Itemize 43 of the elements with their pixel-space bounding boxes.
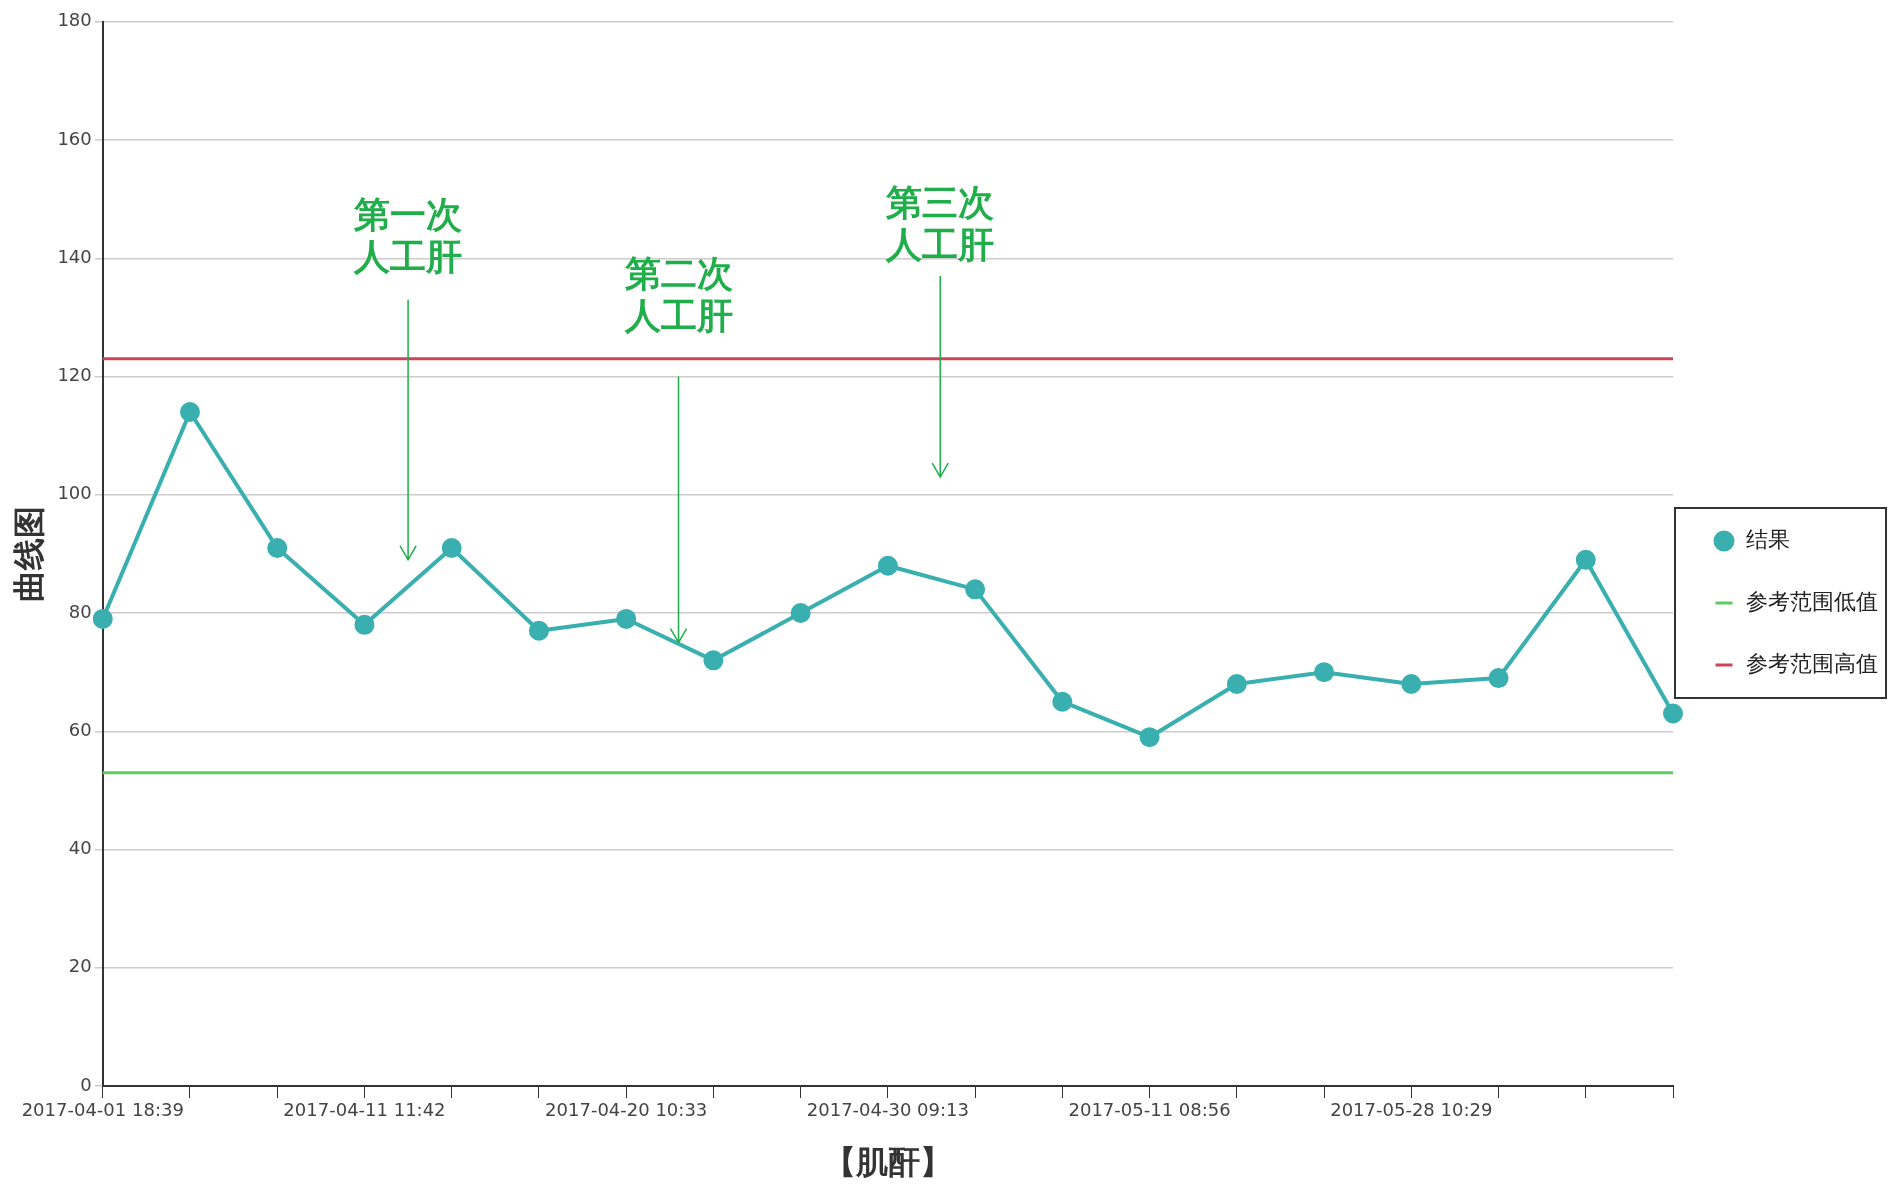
annotation: 第三次人工肝	[885, 181, 995, 265]
point	[1314, 662, 1335, 683]
point	[877, 555, 898, 576]
y-axis-title: 曲线图	[9, 505, 48, 602]
point	[441, 537, 462, 558]
legend-label: 参考范围低值	[1746, 588, 1878, 614]
point	[1401, 673, 1422, 694]
point	[616, 608, 637, 629]
point	[1488, 668, 1509, 689]
point	[1052, 691, 1073, 712]
y-tick-label: 20	[68, 955, 92, 977]
x-axis-title: 【肌酐】	[823, 1143, 952, 1182]
x-tick-label: 2017-04-01 18:39	[21, 1099, 184, 1121]
point	[703, 650, 724, 671]
legend-label: 结果	[1746, 526, 1790, 552]
y-tick-label: 80	[68, 600, 92, 622]
y-tick-label: 100	[57, 482, 92, 504]
y-tick-label: 40	[68, 837, 92, 859]
x-tick-label: 2017-05-28 10:29	[1330, 1099, 1493, 1121]
point	[528, 620, 549, 641]
point	[1226, 673, 1247, 694]
point	[354, 614, 375, 635]
x-tick-label: 2017-04-11 11:42	[283, 1099, 446, 1121]
x-tick-label: 2017-04-30 09:13	[806, 1099, 969, 1121]
y-tick-label: 0	[80, 1073, 92, 1095]
y-tick-label: 160	[57, 127, 92, 149]
point	[92, 608, 113, 629]
annotation: 第一次人工肝	[353, 193, 463, 277]
point	[1139, 727, 1160, 748]
point	[790, 603, 811, 624]
y-tick-label: 180	[57, 9, 92, 31]
point	[1575, 549, 1596, 570]
x-tick-label: 2017-04-20 10:33	[545, 1099, 708, 1121]
point	[1663, 703, 1683, 724]
point	[965, 579, 986, 600]
point	[179, 402, 200, 423]
x-tick-label: 2017-05-11 08:56	[1068, 1099, 1231, 1121]
y-tick-label: 60	[68, 718, 92, 740]
y-tick-label: 120	[57, 364, 92, 386]
annotation: 第二次人工肝	[623, 252, 733, 336]
y-tick-label: 140	[57, 245, 92, 267]
legend-label: 参考范围高值	[1746, 650, 1878, 676]
point	[267, 537, 288, 558]
